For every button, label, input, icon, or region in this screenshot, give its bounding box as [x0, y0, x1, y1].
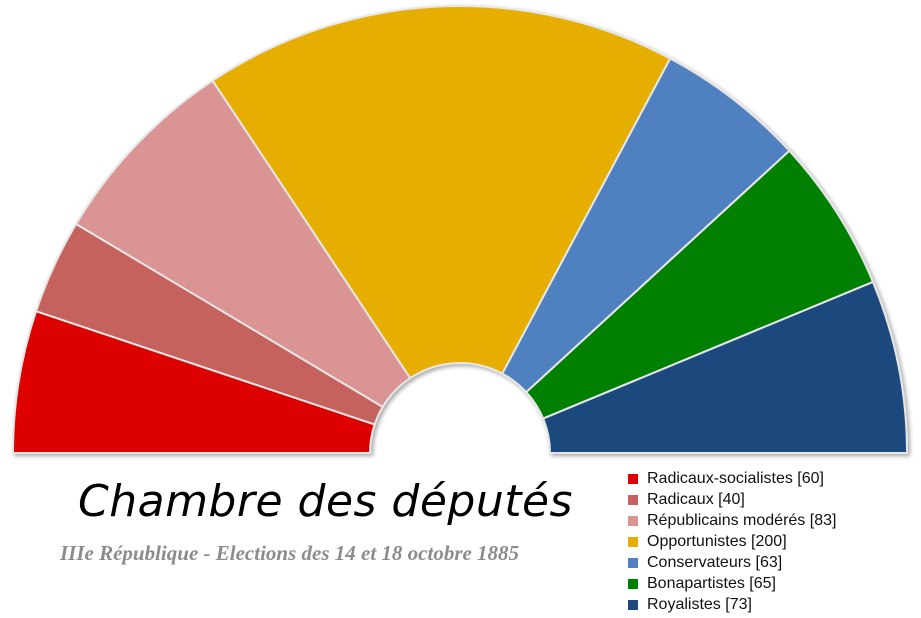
slice-royalistes [541, 280, 909, 454]
legend-label: Républicains modérés [83] [647, 511, 837, 529]
slice-radicaux-socialistes [11, 309, 376, 454]
legend-label: Opportunistes [200] [647, 532, 787, 550]
legend-item: Conservateurs [63] [628, 552, 836, 573]
legend-item: Opportunistes [200] [628, 531, 836, 552]
legend-swatch [628, 536, 638, 547]
slice-r-publicains-mod-r-s [74, 79, 412, 409]
legend-label: Conservateurs [63] [647, 553, 783, 571]
legend-swatch [628, 599, 638, 610]
legend-label: Radicaux-socialistes [60] [647, 469, 824, 487]
legend: Radicaux-socialistes [60] Radicaux [40] … [628, 468, 836, 615]
legend-swatch [628, 557, 638, 568]
legend-swatch [628, 494, 638, 505]
slice-conservateurs [500, 57, 791, 394]
legend-item: Radicaux-socialistes [60] [628, 468, 836, 489]
legend-swatch [628, 473, 638, 484]
legend-item: Royalistes [73] [628, 594, 836, 615]
legend-swatch [628, 578, 638, 589]
legend-swatch [628, 515, 638, 526]
legend-label: Bonapartistes [65] [647, 574, 776, 592]
legend-label: Royalistes [73] [647, 595, 752, 613]
legend-item: Bonapartistes [65] [628, 573, 836, 594]
slice-bonapartistes [524, 149, 875, 420]
legend-label: Radicaux [40] [647, 490, 745, 508]
chart-subtitle: IIIe République - Elections des 14 et 18… [60, 541, 520, 565]
slice-opportunistes [211, 5, 672, 380]
chart-title: Chambre des députés [78, 476, 573, 527]
legend-item: Républicains modérés [83] [628, 510, 836, 531]
legend-item: Radicaux [40] [628, 489, 836, 510]
